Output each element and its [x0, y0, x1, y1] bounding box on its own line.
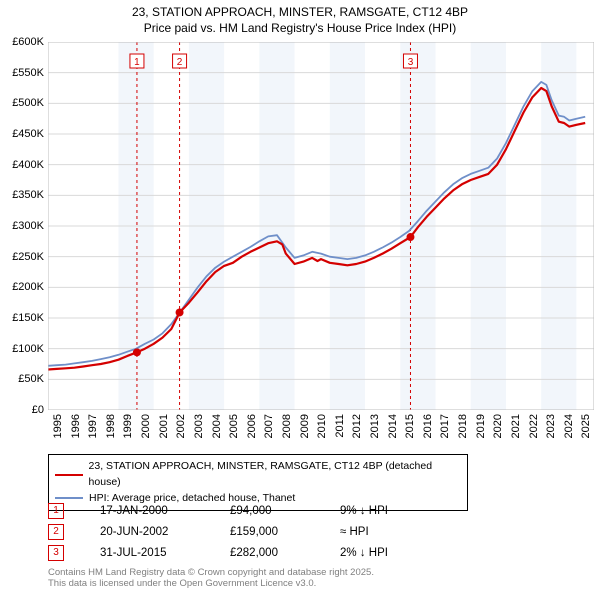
x-tick-label: 1998 — [105, 414, 117, 438]
y-axis: £0£50K£100K£150K£200K£250K£300K£350K£400… — [0, 42, 46, 410]
marker-delta: 2% ↓ HPI — [340, 547, 450, 559]
svg-text:3: 3 — [408, 57, 414, 68]
x-tick-label: 2012 — [351, 414, 363, 438]
x-tick-label: 2000 — [140, 414, 152, 438]
marker-date: 17-JAN-2000 — [100, 505, 230, 517]
legend-item: 23, STATION APPROACH, MINSTER, RAMSGATE,… — [55, 459, 461, 491]
x-tick-label: 2005 — [228, 414, 240, 438]
marker-date: 20-JUN-2002 — [100, 526, 230, 538]
y-tick-label: £300K — [12, 220, 44, 232]
chart-container: 23, STATION APPROACH, MINSTER, RAMSGATE,… — [0, 0, 600, 590]
x-tick-label: 2023 — [545, 414, 557, 438]
marker-delta: ≈ HPI — [340, 526, 450, 538]
x-tick-label: 2003 — [193, 414, 205, 438]
x-tick-label: 2021 — [510, 414, 522, 438]
marker-number-box: 2 — [48, 524, 64, 540]
y-tick-label: £200K — [12, 281, 44, 293]
x-tick-label: 2018 — [457, 414, 469, 438]
plot-area: 1 2 3 — [48, 42, 594, 410]
x-tick-label: 2010 — [316, 414, 328, 438]
legend-label: 23, STATION APPROACH, MINSTER, RAMSGATE,… — [89, 459, 461, 491]
chart-title: 23, STATION APPROACH, MINSTER, RAMSGATE,… — [0, 0, 600, 36]
y-tick-label: £350K — [12, 189, 44, 201]
marker-row: 2 20-JUN-2002£159,000≈ HPI — [48, 521, 568, 542]
marker-price: £159,000 — [230, 526, 340, 538]
footer: Contains HM Land Registry data © Crown c… — [48, 567, 374, 590]
x-tick-label: 2015 — [404, 414, 416, 438]
y-tick-label: £250K — [12, 251, 44, 263]
x-tick-label: 2022 — [528, 414, 540, 438]
title-line-2: Price paid vs. HM Land Registry's House … — [0, 20, 600, 36]
marker-price: £282,000 — [230, 547, 340, 559]
x-tick-label: 2024 — [563, 414, 575, 438]
x-tick-label: 2011 — [334, 414, 346, 438]
marker-delta: 9% ↓ HPI — [340, 505, 450, 517]
y-tick-label: £100K — [12, 343, 44, 355]
marker-date: 31-JUL-2015 — [100, 547, 230, 559]
y-tick-label: £400K — [12, 159, 44, 171]
marker-row: 3 31-JUL-2015£282,0002% ↓ HPI — [48, 542, 568, 563]
x-tick-label: 2008 — [281, 414, 293, 438]
x-tick-label: 2009 — [299, 414, 311, 438]
y-tick-label: £450K — [12, 128, 44, 140]
x-tick-label: 2019 — [475, 414, 487, 438]
marker-row: 1 17-JAN-2000£94,0009% ↓ HPI — [48, 500, 568, 521]
legend-swatch — [55, 474, 83, 476]
x-tick-label: 2014 — [387, 414, 399, 438]
svg-text:2: 2 — [177, 57, 183, 68]
x-tick-label: 2007 — [263, 414, 275, 438]
x-tick-label: 2013 — [369, 414, 381, 438]
x-tick-label: 1996 — [70, 414, 82, 438]
x-tick-label: 2006 — [246, 414, 258, 438]
marker-price: £94,000 — [230, 505, 340, 517]
x-tick-label: 1997 — [87, 414, 99, 438]
y-tick-label: £150K — [12, 312, 44, 324]
y-tick-label: £0 — [32, 404, 44, 416]
svg-text:1: 1 — [134, 57, 140, 68]
x-tick-label: 2025 — [580, 414, 592, 438]
footer-line-1: Contains HM Land Registry data © Crown c… — [48, 567, 374, 578]
plot-svg: 1 2 3 — [48, 42, 594, 410]
x-tick-label: 2001 — [158, 414, 170, 438]
y-tick-label: £600K — [12, 36, 44, 48]
x-tick-label: 1995 — [52, 414, 64, 438]
footer-line-2: This data is licensed under the Open Gov… — [48, 578, 374, 589]
x-tick-label: 2016 — [422, 414, 434, 438]
marker-number-box: 3 — [48, 545, 64, 561]
title-line-1: 23, STATION APPROACH, MINSTER, RAMSGATE,… — [0, 4, 600, 20]
x-tick-label: 2020 — [492, 414, 504, 438]
marker-number-box: 1 — [48, 503, 64, 519]
x-tick-label: 2017 — [439, 414, 451, 438]
x-tick-label: 2002 — [175, 414, 187, 438]
y-tick-label: £550K — [12, 67, 44, 79]
y-tick-label: £50K — [18, 373, 44, 385]
x-tick-label: 1999 — [122, 414, 134, 438]
y-tick-label: £500K — [12, 97, 44, 109]
x-axis: 1995 1996 1997 1998 1999 2000 2001 2002 2003 2004… — [48, 412, 594, 458]
markers-table: 1 17-JAN-2000£94,0009% ↓ HPI 2 20-JUN-2002£… — [48, 500, 568, 563]
x-tick-label: 2004 — [211, 414, 223, 438]
